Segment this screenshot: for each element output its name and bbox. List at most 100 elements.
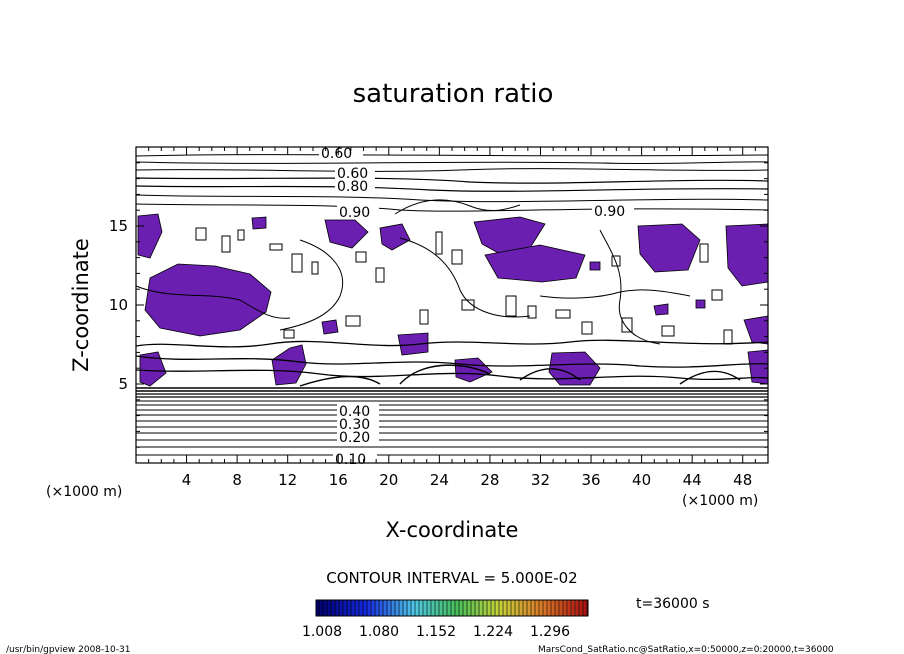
colorbar-swatch <box>348 600 352 616</box>
contour-cell <box>269 243 283 251</box>
colorbar-swatch <box>508 600 512 616</box>
colorbar-swatch <box>408 600 412 616</box>
fill-region <box>589 261 601 271</box>
colorbar-swatch <box>484 600 488 616</box>
fill-region <box>324 219 369 249</box>
contour-label-bg <box>319 146 363 160</box>
contour-line <box>135 414 769 416</box>
fill-region <box>379 223 411 251</box>
colorbar-frame <box>315 599 589 617</box>
contour-label-bg <box>337 417 379 430</box>
colorbar-swatch <box>520 600 524 616</box>
contour-label: 0.60 <box>337 166 368 182</box>
x-tick-label: 44 <box>683 471 702 489</box>
x-unit-label: (×1000 m) <box>46 484 122 500</box>
colorbar-swatch <box>372 600 376 616</box>
contour-line <box>135 355 769 368</box>
fill-region-large <box>144 263 272 337</box>
y-tick-label: 10 <box>109 296 128 314</box>
colorbar-swatch <box>444 600 448 616</box>
contour-line <box>135 426 769 428</box>
colorbar-swatch <box>516 600 520 616</box>
contour-cell <box>505 295 517 317</box>
colorbar-swatch <box>352 600 356 616</box>
colorbar-swatch <box>424 600 428 616</box>
time-label: t=36000 s <box>636 596 710 612</box>
colorbar-swatch <box>468 600 472 616</box>
contour-line <box>135 446 769 448</box>
contour-labels: 0.60 0.60 0.80 0.90 0.90 0.40 0.30 0.20 … <box>319 146 634 468</box>
colorbar-swatch <box>544 600 548 616</box>
x-tick-label: 16 <box>329 471 348 489</box>
colorbar-swatch <box>376 600 380 616</box>
colorbar-swatch <box>580 600 584 616</box>
contour-line <box>135 454 769 456</box>
contour-line <box>135 369 769 381</box>
colorbar-swatch <box>488 600 492 616</box>
contour-cell <box>355 251 367 263</box>
colorbar-swatch <box>496 600 500 616</box>
contour-cell <box>611 255 621 267</box>
contour-line <box>135 154 769 157</box>
y-tick-label: 15 <box>109 217 128 235</box>
y-axis-label: Z-coordinate <box>69 238 93 372</box>
contour-cell <box>461 299 475 311</box>
contour-lines <box>135 154 769 456</box>
x-tick-label: 4 <box>182 471 192 489</box>
contour-cell <box>311 261 319 275</box>
fill-region <box>695 299 706 309</box>
contour-line <box>299 375 381 387</box>
x-axis-label: X-coordinate <box>386 518 519 542</box>
colorbar-swatch <box>360 600 364 616</box>
contour-line <box>135 409 769 411</box>
colorbar-swatch <box>560 600 564 616</box>
contour-line <box>679 370 741 385</box>
x-tick-label: 32 <box>531 471 550 489</box>
colorbar-swatch <box>356 600 360 616</box>
footer-left: /usr/bin/gpview 2008-10-31 <box>6 645 130 654</box>
colorbar-tick-label: 1.080 <box>359 624 399 640</box>
contour-line <box>519 368 581 381</box>
fill-region <box>484 244 586 283</box>
colorbar-swatch <box>464 600 468 616</box>
contour-line <box>135 420 769 422</box>
contour-line <box>135 439 769 441</box>
fill-region <box>637 223 701 273</box>
colorbar-swatch <box>320 600 324 616</box>
plot-area: 0.60 0.60 0.80 0.90 0.90 0.40 0.30 0.20 … <box>109 146 769 489</box>
colorbar-tick-label: 1.008 <box>302 624 342 640</box>
contour-line <box>135 400 769 402</box>
colorbar-swatch <box>536 600 540 616</box>
colorbar-swatch <box>524 600 528 616</box>
contour-cell <box>237 229 245 241</box>
y-tick-label: 5 <box>118 375 128 393</box>
colorbar-swatch <box>324 600 328 616</box>
contour-label-bg <box>335 166 375 179</box>
fill-region <box>653 303 669 316</box>
colorbar-swatch <box>380 600 384 616</box>
colorbar-swatch <box>576 600 580 616</box>
contour-cell <box>555 309 571 319</box>
colorbar-swatch <box>392 600 396 616</box>
contour-cell <box>621 317 633 333</box>
colorbar-tick-label: 1.296 <box>530 624 570 640</box>
fill-region <box>548 351 601 386</box>
x-tick-label: 40 <box>632 471 651 489</box>
contour-interval: CONTOUR INTERVAL = 5.000E-02 <box>326 569 577 587</box>
colorbar-swatch <box>420 600 424 616</box>
colorbar-swatch <box>332 600 336 616</box>
contour-label: 0.20 <box>339 430 370 446</box>
contour-line <box>135 161 769 165</box>
contour-label-bg <box>337 430 379 443</box>
colorbar-swatch <box>480 600 484 616</box>
contour-label: 0.30 <box>339 417 370 433</box>
contour-cell <box>291 253 303 273</box>
contour-cell <box>723 329 733 345</box>
colorbar-swatch <box>500 600 504 616</box>
contour-clutter <box>195 227 733 345</box>
colorbar-swatch <box>428 600 432 616</box>
contour-line <box>135 168 769 172</box>
colorbar-swatch <box>344 600 348 616</box>
colorbar-swatch <box>512 600 516 616</box>
contour-label: 0.80 <box>337 179 368 195</box>
